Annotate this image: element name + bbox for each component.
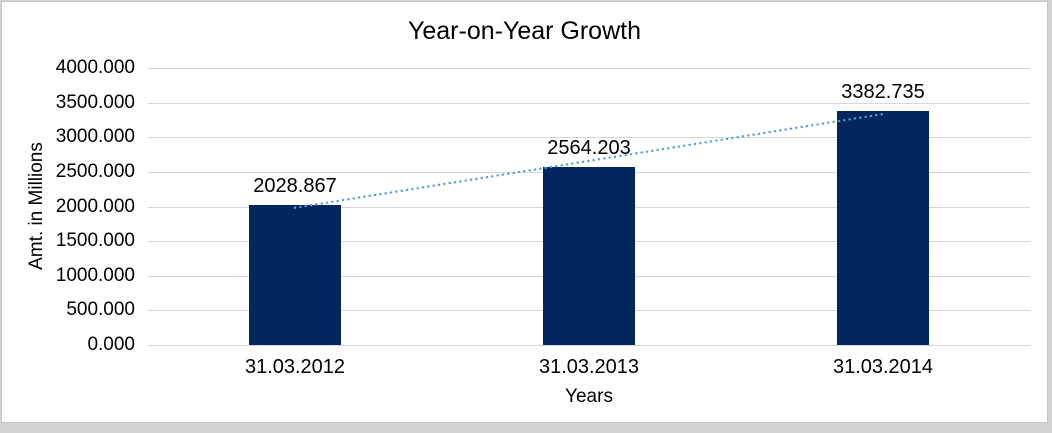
bar-31.03.2014 <box>837 110 929 345</box>
gridline <box>148 137 1030 139</box>
trendline <box>293 112 885 209</box>
y-tick-label: 1000.000 <box>55 264 135 286</box>
bar-value-label: 2028.867 <box>253 174 337 197</box>
y-tick-label: 500.000 <box>66 299 135 321</box>
x-tick-label: 31.03.2013 <box>538 356 640 378</box>
y-tick-label: 3000.000 <box>55 126 135 148</box>
x-axis-tick-labels: 31.03.2012 31.03.2013 31.03.2014 <box>148 356 1030 378</box>
y-tick-label: 3500.000 <box>55 91 135 113</box>
y-axis-tick-labels: 0.000 500.000 1000.000 1500.000 2000.000 2500… <box>0 58 135 355</box>
y-tick-label: 0.000 <box>87 334 135 355</box>
bar-value-label: 2564.203 <box>547 137 631 160</box>
chart-title: Year-on-Year Growth <box>407 17 641 45</box>
bar-value-label: 3382.735 <box>841 80 925 103</box>
x-tick-label: 31.03.2012 <box>244 356 346 378</box>
y-tick-label: 4000.000 <box>55 57 135 78</box>
trendline-dotted-line <box>293 112 885 209</box>
gridline <box>148 345 1030 346</box>
bar-31.03.2013 <box>543 167 635 345</box>
y-tick-label: 1500.000 <box>55 230 135 252</box>
bar-31.03.2012 <box>249 204 341 345</box>
gridline <box>148 102 1030 104</box>
x-axis-title: Years <box>565 386 613 407</box>
plot-area: 2028.867 2564.203 3382.735 <box>148 68 1030 346</box>
gridline <box>148 68 1030 69</box>
x-tick-label: 31.03.2014 <box>832 356 934 378</box>
y-tick-label: 2000.000 <box>55 195 135 217</box>
y-tick-label: 2500.000 <box>55 160 135 182</box>
